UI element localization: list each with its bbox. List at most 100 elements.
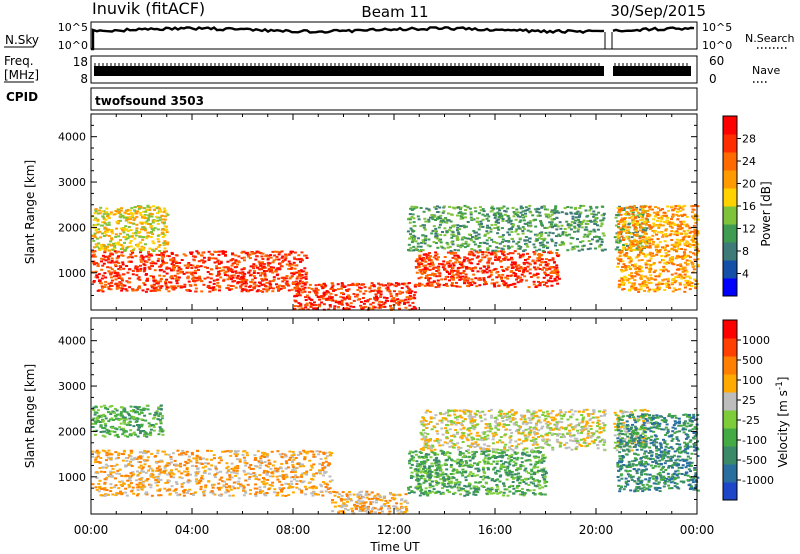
range-cell [305,271,309,274]
range-cell [281,280,285,283]
range-cell [636,216,640,219]
range-cell [113,486,116,489]
range-cell [312,463,316,466]
range-cell [129,253,133,256]
range-cell [302,449,306,452]
range-cell [451,206,455,209]
range-cell [559,227,563,230]
range-cell [299,275,303,278]
range-cell [174,491,178,494]
range-cell [278,262,282,265]
range-cell [330,452,334,455]
range-cell [301,276,305,279]
range-cell [281,494,285,497]
range-cell [143,268,147,271]
range-cell [453,249,457,252]
range-cell [406,230,410,233]
range-cell [270,267,273,270]
range-cell [620,277,624,280]
range-cell [573,219,577,222]
range-cell [460,212,464,215]
range-cell [514,265,518,268]
range-cell [556,271,560,274]
range-cell [628,205,632,208]
range-cell [500,214,504,217]
range-cell [296,289,300,292]
range-cell [187,479,191,482]
range-cell [685,240,689,243]
range-cell [661,246,664,249]
range-cell [633,217,637,220]
range-cell [670,247,674,250]
range-cell [633,279,637,282]
range-cell [540,223,544,226]
range-cell [410,216,414,218]
range-cell [186,470,190,473]
range-cell [417,264,421,267]
range-cell [231,271,235,274]
range-cell [124,491,128,494]
range-cell [139,451,143,454]
range-cell [483,280,487,283]
range-cell [117,208,121,211]
range-cell [118,472,122,475]
range-cell [541,268,544,271]
range-cell [534,225,538,228]
range-cell [505,268,509,271]
range-cell [293,471,297,474]
range-cell [439,217,442,220]
range-cell [209,287,213,290]
range-cell [571,215,575,218]
range-cell [445,231,449,234]
range-cell [169,276,173,279]
range-cell [625,235,629,238]
range-cell [437,226,441,229]
range-cell [137,483,141,486]
range-cell [429,259,433,262]
range-cell [561,231,565,234]
range-cell [140,488,144,491]
range-cell [515,278,518,281]
range-cell [156,449,160,452]
range-cell [373,296,376,299]
range-cell [367,307,371,310]
range-cell [473,206,477,209]
range-cell [136,493,140,495]
range-cell [283,258,287,261]
range-cell [347,294,351,297]
range-cell [92,239,96,242]
range-cell [154,475,158,478]
range-cell [135,274,139,277]
range-cell [266,257,270,260]
range-cell [143,229,147,232]
range-cell [117,220,121,222]
range-cell [621,225,625,228]
range-cell [557,277,561,280]
range-cell [225,467,229,470]
range-cell [295,486,299,489]
range-cell [637,288,641,291]
range-cell [651,234,655,237]
range-cell [482,210,486,213]
range-cell [644,281,648,284]
range-cell [380,283,384,286]
range-cell [425,255,429,257]
range-cell [512,215,516,218]
range-cell [156,212,160,215]
range-cell [395,302,399,305]
range-cell [124,464,128,467]
range-cell [290,275,294,278]
range-cell [169,458,173,461]
range-cell [643,289,647,292]
range-cell [218,494,221,497]
range-cell [415,284,419,287]
range-cell [142,221,146,224]
range-cell [477,236,481,239]
range-cell [468,233,472,236]
range-cell [226,274,230,277]
range-cell [408,237,412,240]
range-cell [375,297,379,300]
range-cell [639,246,642,249]
range-cell [273,254,277,257]
range-cell [636,248,640,251]
